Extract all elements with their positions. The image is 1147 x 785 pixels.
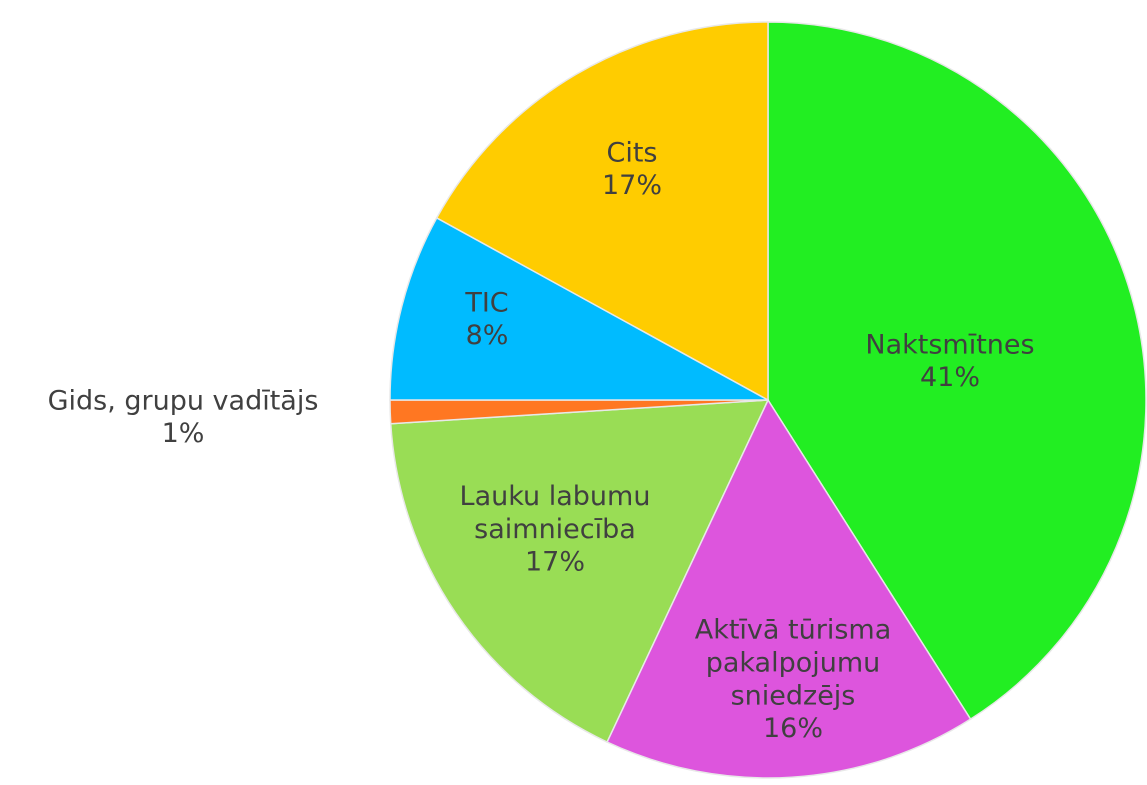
slice-value-label: 17%: [525, 547, 585, 578]
label-line: Aktīvā tūrisma: [695, 614, 892, 645]
slice-label: Cits: [606, 137, 657, 168]
label-line: sniedzējs: [731, 680, 856, 711]
label-line: Lauku labumu: [460, 481, 651, 512]
slice-label: Naktsmītnes: [865, 329, 1034, 360]
slice-label: Aktīvā tūrisma pakalpojumu sniedzējs: [695, 614, 892, 711]
label-line: Naktsmītnes: [865, 329, 1034, 360]
slice-value-label: 16%: [763, 713, 823, 744]
pie-slice: [767, 21, 1147, 721]
slice-label: TIC: [464, 287, 508, 318]
label-line: saimniecība: [474, 514, 636, 545]
slice-label: Gids, grupu vadītājs: [48, 385, 319, 416]
pie-slice: [389, 399, 770, 744]
slice-value-label: 17%: [602, 170, 662, 201]
pie-slice: [389, 216, 769, 401]
label-line: pakalpojumu: [706, 647, 881, 678]
label-line: TIC: [464, 287, 508, 318]
label-line: Gids, grupu vadītājs: [48, 385, 319, 416]
slice-value-label: 8%: [466, 320, 509, 351]
slice-value-label: 1%: [162, 418, 205, 449]
slice-value-label: 41%: [920, 362, 980, 393]
label-line: Cits: [606, 137, 657, 168]
slice-label: Lauku labumu saimniecība: [460, 481, 651, 545]
pie-slice: [435, 21, 769, 402]
pie-slice: [606, 398, 972, 779]
